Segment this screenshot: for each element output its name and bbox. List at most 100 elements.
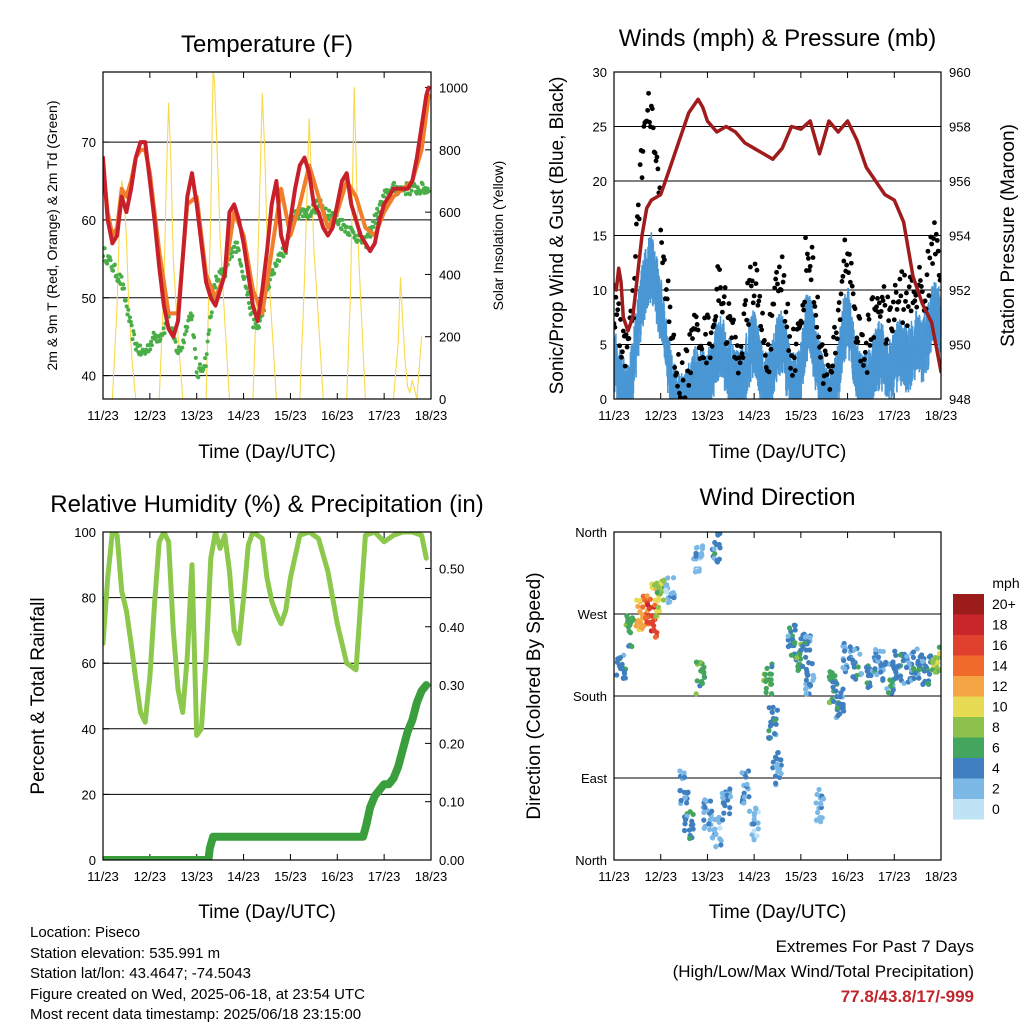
direction-point: [803, 666, 809, 672]
gust-point: [675, 383, 680, 389]
direction-cluster: [663, 575, 677, 606]
direction-point: [690, 826, 696, 832]
dewpoint-point: [108, 258, 113, 263]
direction-point: [920, 658, 926, 665]
direction-point: [874, 672, 880, 678]
extremes-subtitle: (High/Low/Max Wind/Total Precipitation): [672, 962, 974, 981]
y-tick-labels: North East South West North: [573, 525, 607, 868]
direction-point: [800, 663, 806, 669]
y2-axis-label: Station Pressure (Maroon): [998, 124, 1019, 347]
direction-point: [926, 671, 933, 677]
direction-point: [911, 675, 917, 682]
gust-point: [760, 310, 765, 316]
direction-point: [813, 800, 819, 806]
y-axis-label: Direction (Colored By Speed): [524, 572, 545, 819]
direction-point: [809, 661, 815, 667]
gust-point: [877, 314, 883, 319]
extremes-values: 77.8/43.8/17/-999: [840, 987, 974, 1006]
direction-cluster: [910, 646, 925, 682]
direction-point: [625, 618, 631, 625]
direction-point: [682, 821, 688, 827]
gust-point: [687, 332, 693, 337]
direction-point: [701, 817, 707, 823]
gust-point: [653, 158, 659, 164]
gust-point: [757, 293, 763, 299]
dewpoint-point: [409, 188, 414, 193]
legend-label: 10: [992, 699, 1008, 715]
direction-point: [712, 551, 718, 557]
x-tick-label: 18/23: [415, 408, 448, 423]
dewpoint-point: [131, 329, 136, 334]
gust-point: [801, 307, 807, 313]
y-tick-label: 80: [82, 591, 96, 606]
location-text: Location: Piseco: [30, 924, 141, 941]
gust-point: [847, 251, 852, 257]
legend-label: 12: [992, 678, 1008, 694]
plot-frame: [102, 71, 432, 400]
dewpoint-point: [197, 362, 202, 367]
y-tick-labels: 0 20 40 60 80 100: [74, 525, 96, 868]
legend-label: 16: [992, 637, 1008, 653]
direction-point: [684, 790, 691, 796]
gust-point: [701, 355, 707, 361]
direction-point: [656, 608, 663, 614]
gust-point: [686, 382, 692, 388]
gust-point: [677, 390, 682, 396]
direction-cluster: [920, 653, 935, 687]
precipitation-line: [103, 681, 431, 860]
dewpoint-point: [373, 221, 378, 226]
data-layer: [614, 90, 941, 399]
y-tick-label: 0: [89, 853, 96, 868]
x-axis-label: Time (Day/UTC): [198, 442, 336, 463]
y2-tick-label: 0.10: [439, 795, 464, 810]
gust-point: [826, 363, 832, 369]
y-tick-label: 70: [82, 135, 96, 150]
x-tick-label: 16/23: [321, 408, 354, 423]
gust-point: [636, 216, 642, 222]
legend-swatch: [953, 799, 984, 820]
gust-point: [788, 365, 793, 371]
y-tick-label: West: [578, 607, 608, 622]
gust-point: [929, 241, 935, 247]
gust-point: [852, 306, 858, 312]
y-tick-labels: 0 5 10 15 20 25 30: [593, 65, 607, 407]
y2-tick-label: 950: [949, 338, 971, 353]
y2-tick-labels: 0.00 0.10 0.20 0.30 0.40 0.50: [439, 561, 464, 868]
direction-point: [721, 800, 727, 806]
direction-point: [682, 817, 689, 823]
direction-point: [804, 672, 811, 679]
dewpoint-point: [420, 182, 425, 187]
y2-tick-labels: 0 200 400 600 800 1000: [439, 81, 468, 407]
gust-point: [918, 284, 924, 289]
gust-point: [684, 348, 690, 354]
gust-point: [702, 315, 708, 321]
x-tick-label: 17/23: [878, 869, 911, 884]
direction-point: [681, 774, 688, 780]
direction-point: [654, 589, 660, 596]
direction-point: [820, 796, 827, 802]
station-info: Location: Piseco Station elevation: 535.…: [30, 923, 365, 1026]
direction-point: [802, 686, 809, 692]
direction-point: [810, 677, 816, 683]
gust-point: [744, 317, 750, 323]
gust-point: [875, 296, 880, 301]
chart-title: Relative Humidity (%) & Precipitation (i…: [50, 491, 483, 518]
y2-tick-label: 400: [439, 267, 461, 282]
x-tick-label: 12/23: [134, 869, 167, 884]
direction-point: [665, 575, 671, 581]
recent-timestamp-text: Most recent data timestamp: 2025/06/18 2…: [30, 1006, 362, 1023]
direction-point: [726, 811, 733, 817]
y-tick-label: South: [573, 689, 607, 704]
direction-point: [837, 694, 843, 700]
gust-point: [779, 254, 785, 260]
gust-point: [900, 320, 906, 326]
direction-point: [701, 674, 707, 680]
direction-point: [827, 669, 833, 675]
dewpoint-point: [371, 225, 376, 230]
gust-point: [722, 285, 728, 290]
x-tick-label: 15/23: [785, 408, 818, 423]
y2-tick-label: 954: [949, 229, 971, 244]
legend-label: 18: [992, 617, 1008, 633]
gust-point: [925, 248, 931, 254]
gust-point: [726, 301, 732, 306]
